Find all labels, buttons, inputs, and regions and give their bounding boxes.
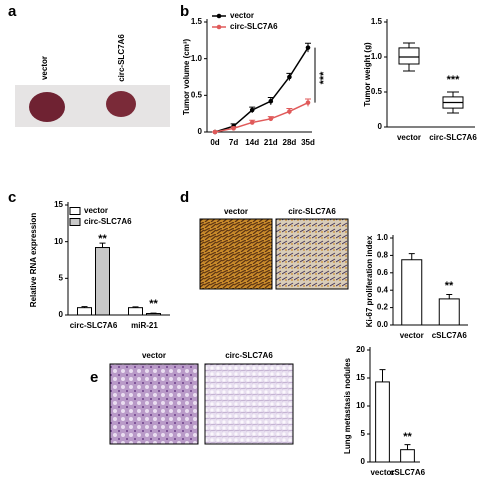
legend-label: circ-SLC7A6 <box>84 217 132 226</box>
y-axis-label: Lung metastasis nodules <box>343 357 352 454</box>
y-tick-label: 5 <box>361 429 366 438</box>
point <box>268 116 274 122</box>
point <box>305 100 311 105</box>
image-label: circ-SLC7A6 <box>117 34 126 82</box>
y-tick-label: 15 <box>54 200 63 209</box>
y-tick-label: 0 <box>361 457 366 466</box>
point <box>287 109 292 114</box>
box <box>398 47 420 65</box>
image-label: circ-SLC7A6 <box>288 207 336 216</box>
y-tick-label: 1.5 <box>371 17 383 26</box>
significance: ** <box>445 280 454 292</box>
y-tick-label: 0.4 <box>377 285 389 294</box>
x-tick-label: circ-SLC7A6 <box>70 321 118 330</box>
y-tick-label: 20 <box>356 345 365 354</box>
y-tick-label: 0.5 <box>371 87 383 96</box>
x-tick-label: miR-21 <box>131 321 158 330</box>
y-tick-label: 0.2 <box>377 303 389 312</box>
line <box>214 47 309 133</box>
legend-swatch <box>69 218 81 226</box>
bar <box>77 307 92 316</box>
y-axis-label: Relative RNA expression <box>29 213 38 308</box>
x-tick-label: vector <box>397 133 421 142</box>
legend-label: circ-SLC7A6 <box>230 22 278 31</box>
bar <box>400 449 415 463</box>
bar <box>128 307 143 316</box>
y-tick-label: 10 <box>356 401 365 410</box>
image-label: circ-SLC7A6 <box>225 351 273 360</box>
x-tick-label: 21d <box>264 138 278 147</box>
point <box>287 74 292 80</box>
x-tick-label: 0d <box>210 138 219 147</box>
y-tick-label: 1.0 <box>191 54 203 63</box>
bar <box>438 298 460 326</box>
image-label: vector <box>142 351 166 360</box>
x-tick-label: 28d <box>283 138 297 147</box>
y-tick-label: 0.8 <box>377 251 389 260</box>
line <box>214 101 309 133</box>
y-tick-label: 10 <box>54 237 63 246</box>
point <box>231 126 236 131</box>
y-tick-label: 0 <box>198 127 203 136</box>
x-tick-label: 35d <box>301 138 315 147</box>
lung-image <box>109 363 199 445</box>
bar <box>95 247 110 316</box>
y-tick-label: 0 <box>59 310 64 319</box>
y-tick-label: 0.5 <box>191 90 203 99</box>
panel-label: d <box>180 189 189 206</box>
bar <box>146 313 161 316</box>
whisker <box>403 42 415 48</box>
panel-label: c <box>8 189 16 206</box>
x-tick-label: vector <box>370 468 394 477</box>
x-tick-label: 14d <box>245 138 259 147</box>
point <box>249 107 255 113</box>
point <box>249 120 255 125</box>
y-tick-label: 0.0 <box>377 320 389 329</box>
bar <box>401 259 423 326</box>
y-tick-label: 1.0 <box>377 233 389 242</box>
x-tick-label: cSLC7A6 <box>390 468 426 477</box>
whisker <box>403 64 415 72</box>
bar <box>375 381 390 463</box>
significance: *** <box>447 74 461 86</box>
tumor <box>106 91 136 117</box>
y-tick-label: 15 <box>356 373 365 382</box>
significance: ** <box>98 233 107 245</box>
whisker <box>447 91 459 97</box>
y-axis-label: Tumor weight (g) <box>363 42 372 107</box>
panel-label: b <box>180 3 189 20</box>
y-tick-label: 0 <box>378 122 383 131</box>
legend-swatch <box>69 207 81 215</box>
legend-label: vector <box>84 206 108 215</box>
y-tick-label: 1.5 <box>191 17 203 26</box>
whisker <box>447 108 459 114</box>
y-tick-label: 5 <box>59 273 64 282</box>
panel-label: a <box>8 3 17 20</box>
x-tick-label: circ-SLC7A6 <box>429 133 477 142</box>
y-axis-label: Ki-67 proliferation index <box>365 235 374 327</box>
x-tick-label: vector <box>400 331 424 340</box>
image-label: vector <box>40 56 49 80</box>
significance: *** <box>318 71 330 85</box>
legend-label: vector <box>230 11 254 20</box>
point <box>305 45 311 50</box>
legend-marker <box>216 13 222 19</box>
y-tick-label: 1.0 <box>371 52 383 61</box>
significance: ** <box>149 298 158 310</box>
panel-label: e <box>90 369 98 386</box>
point <box>212 129 218 135</box>
ihc-image <box>199 218 273 290</box>
y-axis-label: Tumor volume (cm³) <box>182 39 191 116</box>
x-tick-label: cSLC7A6 <box>432 331 468 340</box>
legend-marker <box>216 24 222 30</box>
point <box>268 98 274 104</box>
x-tick-label: 7d <box>229 138 238 147</box>
tumor <box>29 92 65 122</box>
lung-image <box>204 363 294 445</box>
ihc-image <box>275 218 349 290</box>
image-label: vector <box>224 207 248 216</box>
significance: ** <box>403 431 412 443</box>
y-tick-label: 0.6 <box>377 268 389 277</box>
